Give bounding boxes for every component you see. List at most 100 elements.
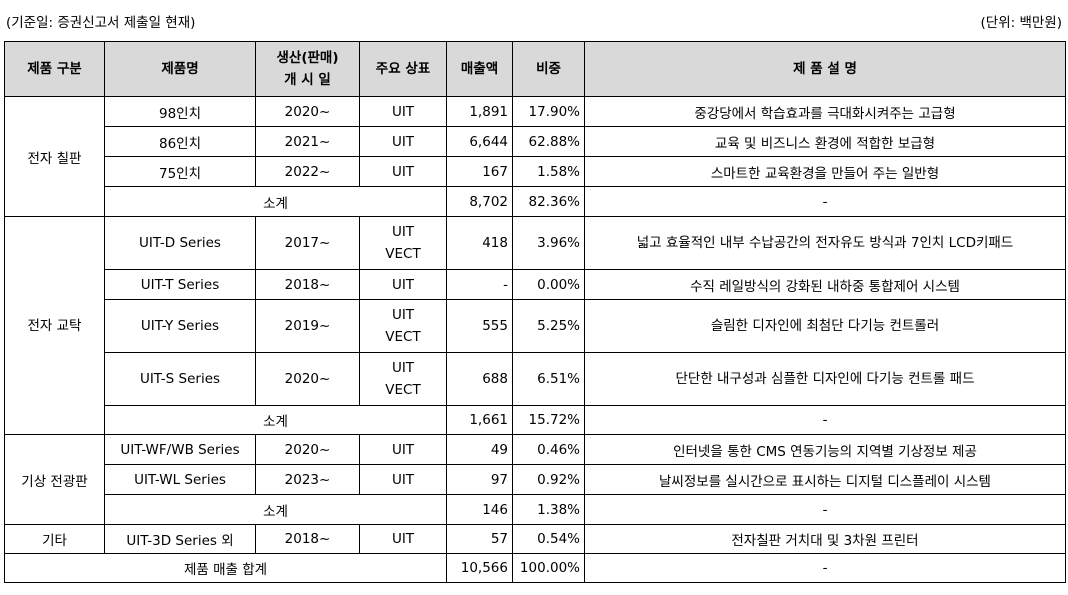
brand-cell: UIT <box>359 464 447 495</box>
sales-cell: 97 <box>446 464 513 495</box>
subtotal-row: 소계 8,702 82.36% - <box>5 186 1066 217</box>
subtotal-label: 소계 <box>104 494 447 525</box>
share-cell: 0.92% <box>512 464 585 495</box>
sales-cell: 167 <box>446 156 513 187</box>
year-cell: 2017~ <box>255 216 360 270</box>
share-cell: 3.96% <box>512 216 585 270</box>
total-label: 제품 매출 합계 <box>4 553 447 583</box>
share-cell: 0.00% <box>512 269 585 300</box>
sales-cell: 688 <box>446 352 513 406</box>
col-header-launch-line2: 개 시 일 <box>284 72 331 88</box>
brand-line1: UIT <box>391 224 415 240</box>
table-row: 기타 UIT-3D Series 외 2018~ UIT 57 0.54% 전자… <box>4 524 1066 554</box>
year-cell: 2020~ <box>255 352 360 406</box>
year-cell: 2021~ <box>255 126 360 157</box>
brand-cell: UIT VECT <box>359 352 447 406</box>
desc-cell: 날씨정보를 실시간으로 표시하는 디지털 디스플레이 시스템 <box>584 464 1066 495</box>
total-share: 100.00% <box>512 553 585 583</box>
table-row: 75인치 2022~ UIT 167 1.58% 스마트한 교육환경을 만들어 … <box>5 156 1066 187</box>
subtotal-share: 15.72% <box>512 405 585 435</box>
total-sales: 10,566 <box>446 553 513 583</box>
sales-cell: 418 <box>446 216 513 270</box>
product-cell: 75인치 <box>104 156 256 187</box>
desc-cell: 단단한 내구성과 심플한 디자인에 다기능 컨트롤 패드 <box>584 352 1066 406</box>
report-header: (기준일: 증권신고서 제출일 현재) (단위: 백만원) <box>0 0 1068 40</box>
category-cell: 기타 <box>4 524 105 554</box>
table-row: 기상 전광판 UIT-WF/WB Series 2020~ UIT 49 0.4… <box>4 434 1066 525</box>
product-sales-table: 제품 구분 제품명 생산(판매) 개 시 일 주요 상표 매출액 비중 제 품 … <box>4 41 1066 583</box>
share-cell: 1.58% <box>512 156 585 187</box>
col-header-brand: 주요 상표 <box>359 41 447 97</box>
product-cell: 86인치 <box>104 126 256 157</box>
table-row: UIT-Y Series 2019~ UIT VECT 555 5.25% 슬림… <box>5 299 1066 353</box>
year-cell: 2019~ <box>255 299 360 353</box>
col-header-launch-line1: 생산(판매) <box>276 50 339 66</box>
brand-line1: UIT <box>391 307 415 323</box>
desc-cell: 넓고 효율적인 내부 수납공간의 전자유도 방식과 7인치 LCD키패드 <box>584 216 1066 270</box>
sales-cell: 57 <box>446 524 513 554</box>
brand-cell: UIT <box>359 524 447 554</box>
brand-cell: UIT VECT <box>359 216 447 270</box>
unit-note: (단위: 백만원) <box>980 15 1062 31</box>
category-cell: 전자 칠판 <box>4 96 105 217</box>
subtotal-sales: 8,702 <box>446 186 513 217</box>
col-header-launch: 생산(판매) 개 시 일 <box>255 41 360 97</box>
brand-line2: VECT <box>385 382 421 398</box>
total-row: 제품 매출 합계 10,566 100.00% - <box>4 553 1066 583</box>
brand-cell: UIT <box>359 434 447 465</box>
desc-cell: 슬림한 디자인에 최첨단 다기능 컨트롤러 <box>584 299 1066 353</box>
product-cell: UIT-WF/WB Series <box>104 434 256 465</box>
table-header-row: 제품 구분 제품명 생산(판매) 개 시 일 주요 상표 매출액 비중 제 품 … <box>4 41 1066 97</box>
table-row: UIT-WL Series 2023~ UIT 97 0.92% 날씨정보를 실… <box>5 464 1066 495</box>
product-cell: UIT-D Series <box>104 216 256 270</box>
sales-cell: 6,644 <box>446 126 513 157</box>
desc-cell: 중강당에서 학습효과를 극대화시켜주는 고급형 <box>584 96 1066 127</box>
sales-cell: - <box>446 269 513 300</box>
col-header-share: 비중 <box>512 41 585 97</box>
subtotal-desc: - <box>584 494 1066 525</box>
table-row: 전자 교탁 UIT-D Series 2017~ UIT VECT 418 3.… <box>4 216 1066 435</box>
year-cell: 2018~ <box>255 269 360 300</box>
product-cell: 98인치 <box>104 96 256 127</box>
product-cell: UIT-Y Series <box>104 299 256 353</box>
table-row: UIT-S Series 2020~ UIT VECT 688 6.51% 단단… <box>5 352 1066 406</box>
desc-cell: 전자칠판 거치대 및 3차원 프린터 <box>584 524 1066 554</box>
brand-cell: UIT <box>359 269 447 300</box>
category-cell: 기상 전광판 <box>4 434 105 525</box>
product-cell: UIT-3D Series 외 <box>104 524 256 554</box>
sales-cell: 1,891 <box>446 96 513 127</box>
brand-line2: VECT <box>385 329 421 345</box>
col-header-product: 제품명 <box>104 41 256 97</box>
product-cell: UIT-S Series <box>104 352 256 406</box>
brand-line1: UIT <box>391 360 415 376</box>
subtotal-desc: - <box>584 405 1066 435</box>
desc-cell: 인터넷을 통한 CMS 연동기능의 지역별 기상정보 제공 <box>584 434 1066 465</box>
desc-cell: 수직 레일방식의 강화된 내하중 통합제어 시스템 <box>584 269 1066 300</box>
col-header-category: 제품 구분 <box>4 41 105 97</box>
total-desc: - <box>584 553 1066 583</box>
table-row: 86인치 2021~ UIT 6,644 62.88% 교육 및 비즈니스 환경… <box>5 126 1066 157</box>
year-cell: 2020~ <box>255 434 360 465</box>
subtotal-row: 소계 1,661 15.72% - <box>5 405 1066 435</box>
brand-line2: VECT <box>385 246 421 262</box>
subtotal-sales: 1,661 <box>446 405 513 435</box>
subtotal-sales: 146 <box>446 494 513 525</box>
col-header-sales: 매출액 <box>446 41 513 97</box>
table-row: 전자 칠판 98인치 2020~ UIT 1,891 17.90% 중강당에서 … <box>4 96 1066 217</box>
category-cell: 전자 교탁 <box>4 216 105 435</box>
year-cell: 2023~ <box>255 464 360 495</box>
brand-cell: UIT VECT <box>359 299 447 353</box>
subtotal-label: 소계 <box>104 186 447 217</box>
subtotal-share: 1.38% <box>512 494 585 525</box>
brand-cell: UIT <box>359 156 447 187</box>
base-date-note: (기준일: 증권신고서 제출일 현재) <box>6 15 196 31</box>
brand-cell: UIT <box>359 126 447 157</box>
share-cell: 17.90% <box>512 96 585 127</box>
year-cell: 2018~ <box>255 524 360 554</box>
year-cell: 2020~ <box>255 96 360 127</box>
brand-cell: UIT <box>359 96 447 127</box>
share-cell: 0.46% <box>512 434 585 465</box>
subtotal-row: 소계 146 1.38% - <box>5 494 1066 525</box>
desc-cell: 교육 및 비즈니스 환경에 적합한 보급형 <box>584 126 1066 157</box>
subtotal-share: 82.36% <box>512 186 585 217</box>
